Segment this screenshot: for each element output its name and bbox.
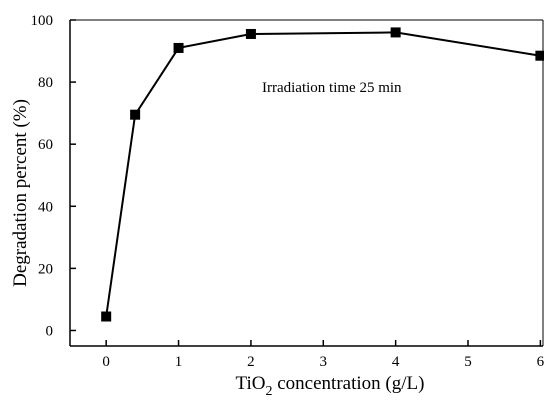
x-axis-label-suffix: concentration (g/L)	[273, 373, 425, 394]
data-point-marker	[101, 311, 112, 322]
plot-frame	[69, 19, 544, 347]
y-ticks: 0 20 40 60 80 100	[31, 13, 76, 339]
y-tick-label: 80	[38, 75, 53, 91]
series-markers	[101, 27, 544, 322]
y-tick-label: 20	[38, 261, 53, 277]
data-point-marker	[245, 28, 256, 39]
y-tick-label: 60	[38, 137, 53, 153]
annotation-text: Irradiation time 25 min	[262, 80, 402, 96]
x-tick-label: 4	[392, 354, 400, 370]
x-tick-label: 5	[464, 354, 472, 370]
series-line	[105, 31, 541, 317]
x-ticks: 0 1 2 3 4 5 6	[102, 340, 544, 370]
data-point-marker	[130, 109, 141, 120]
x-tick-label: 3	[320, 354, 328, 370]
x-tick-label: 1	[175, 354, 183, 370]
data-point-marker	[390, 27, 401, 38]
x-tick-label: 0	[102, 354, 110, 370]
data-point-marker	[535, 50, 544, 61]
y-tick-label: 100	[31, 13, 54, 29]
x-axis-label-subscript: 2	[266, 384, 273, 399]
x-axis-label-prefix: TiO	[236, 373, 266, 394]
y-axis-label: Degradation percent (%)	[10, 99, 31, 287]
data-point-marker	[173, 42, 184, 53]
y-tick-label: 40	[38, 199, 53, 215]
x-tick-label: 2	[247, 354, 255, 370]
x-axis-label: TiO2 concentration (g/L)	[236, 373, 425, 399]
x-tick-label: 6	[537, 354, 544, 370]
y-tick-label: 0	[46, 323, 54, 339]
